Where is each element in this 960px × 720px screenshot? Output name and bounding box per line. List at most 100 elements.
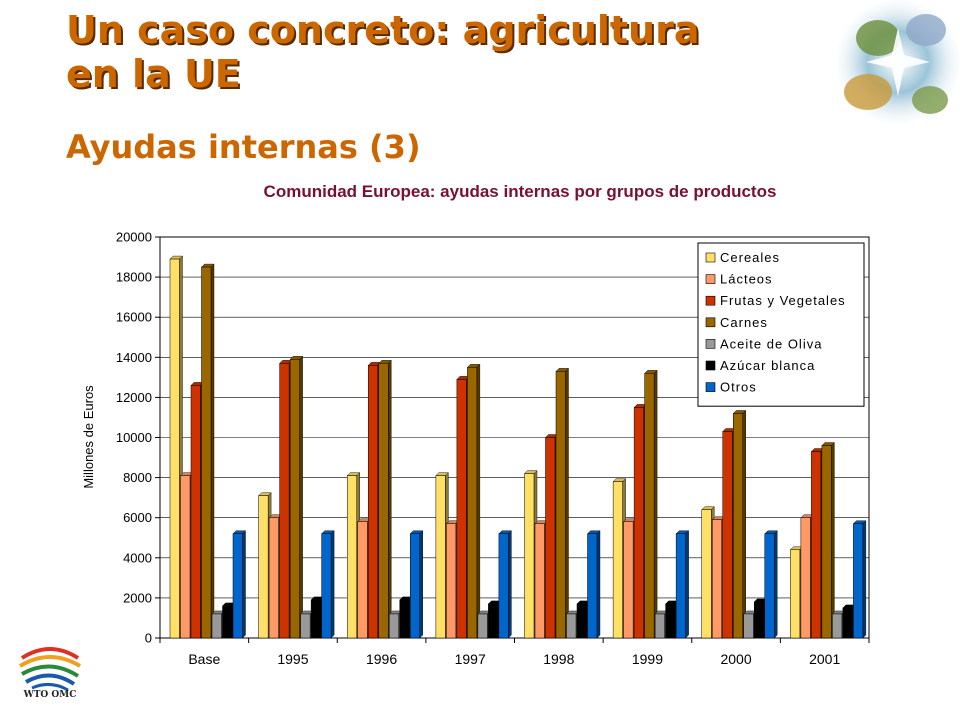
y-tick-label: 14000 bbox=[116, 350, 152, 365]
x-axis: Base 1995 1996 1997 1998 1999 2000 2001 bbox=[159, 638, 870, 667]
slide-subtitle: Ayudas internas (3) bbox=[66, 128, 421, 166]
bar-side bbox=[565, 367, 569, 639]
bar-side bbox=[476, 363, 481, 639]
bar bbox=[211, 613, 222, 639]
bar-side bbox=[774, 530, 778, 639]
legend-box bbox=[697, 242, 865, 407]
bar bbox=[456, 379, 467, 639]
legend-swatch bbox=[705, 295, 716, 306]
bar bbox=[488, 603, 499, 639]
bar bbox=[268, 517, 279, 639]
bar bbox=[764, 533, 775, 639]
bar-side bbox=[508, 530, 512, 639]
bar bbox=[566, 613, 577, 639]
bar bbox=[612, 481, 623, 639]
bar bbox=[576, 603, 587, 639]
x-tick-label: 1998 bbox=[543, 651, 574, 667]
legend-label: Frutas y Vegetales bbox=[720, 293, 846, 308]
bar bbox=[289, 359, 300, 639]
slide-title: Un caso concreto: agricultura en la UE bbox=[66, 8, 700, 96]
bar bbox=[722, 431, 733, 639]
legend-label: Carnes bbox=[720, 315, 768, 330]
bar bbox=[821, 445, 832, 639]
legend-swatch bbox=[705, 360, 716, 371]
bar-side bbox=[862, 520, 867, 639]
x-tick-label: 1999 bbox=[632, 651, 663, 667]
bar bbox=[201, 266, 212, 639]
y-tick-label: 6000 bbox=[123, 510, 152, 525]
bar bbox=[800, 517, 811, 639]
legend-label: Azúcar blanca bbox=[720, 358, 815, 373]
bar bbox=[368, 365, 378, 639]
bar-side bbox=[299, 355, 303, 639]
y-tick-label: 20000 bbox=[116, 230, 152, 245]
bar bbox=[467, 367, 478, 639]
bar-side bbox=[685, 530, 689, 639]
legend-label: Aceite de Oliva bbox=[720, 336, 822, 351]
x-tick-label: 1995 bbox=[277, 651, 308, 667]
bar bbox=[644, 373, 655, 639]
bar bbox=[357, 521, 368, 639]
x-tick-label: Base bbox=[188, 651, 220, 667]
bar bbox=[675, 533, 686, 639]
bar bbox=[743, 613, 754, 639]
bar bbox=[222, 605, 233, 639]
bar bbox=[410, 533, 420, 639]
y-axis: 0 2000 4000 6000 8000 10000 12000 14000 16000 180… bbox=[116, 230, 160, 646]
bar bbox=[633, 407, 644, 639]
bar bbox=[310, 599, 321, 639]
bar bbox=[169, 258, 180, 639]
legend-swatch bbox=[705, 317, 716, 328]
bar bbox=[587, 533, 598, 639]
bar bbox=[701, 509, 712, 639]
bar bbox=[378, 363, 389, 639]
bar bbox=[498, 533, 509, 639]
bar-side bbox=[242, 530, 246, 639]
slide-title-line-1: Un caso concreto: agricultura bbox=[66, 8, 700, 52]
y-axis-label: Millones de Euros bbox=[81, 385, 96, 489]
x-tick-label: 1996 bbox=[366, 651, 397, 667]
bar bbox=[347, 475, 357, 639]
bar bbox=[389, 613, 399, 639]
bar bbox=[446, 523, 457, 639]
bar bbox=[232, 533, 243, 639]
bar bbox=[790, 549, 801, 639]
wto-logo-text: WTO OMC bbox=[23, 690, 77, 700]
legend: Cereales Lácteos Frutas y Vegetales Carnes A… bbox=[697, 242, 865, 407]
bar-side bbox=[210, 263, 215, 639]
y-tick-label: 4000 bbox=[123, 550, 152, 565]
y-tick-label: 18000 bbox=[116, 270, 152, 285]
y-tick-label: 10000 bbox=[116, 430, 152, 445]
agriculture-photo-collage bbox=[838, 0, 960, 124]
legend-swatch bbox=[705, 252, 716, 263]
bar-side bbox=[831, 442, 835, 639]
legend-swatch bbox=[705, 274, 716, 284]
bar bbox=[665, 603, 676, 639]
bar bbox=[842, 607, 853, 639]
y-tick-label: 2000 bbox=[123, 590, 152, 605]
bar bbox=[555, 371, 566, 639]
y-tick-label: 16000 bbox=[116, 310, 152, 325]
x-tick-label: 2001 bbox=[809, 651, 840, 667]
legend-swatch bbox=[705, 339, 716, 349]
x-tick-label: 1997 bbox=[455, 651, 486, 667]
y-tick-label: 8000 bbox=[123, 470, 152, 485]
y-tick-label: 0 bbox=[145, 631, 152, 646]
bar bbox=[258, 495, 269, 639]
x-tick-label: 2000 bbox=[720, 651, 751, 667]
bar bbox=[832, 613, 843, 639]
bar bbox=[754, 601, 764, 639]
bar bbox=[321, 533, 332, 639]
bar bbox=[733, 413, 743, 639]
bar bbox=[435, 475, 446, 639]
bar bbox=[811, 451, 822, 639]
bar bbox=[853, 523, 864, 639]
legend-label: Cereales bbox=[720, 250, 780, 265]
bar bbox=[300, 613, 311, 639]
bar bbox=[534, 523, 545, 639]
chart-title: Comunidad Europea: ayudas internas por g… bbox=[263, 182, 777, 201]
bar-side bbox=[419, 530, 423, 639]
bar bbox=[712, 519, 722, 639]
legend-swatch bbox=[705, 382, 716, 392]
